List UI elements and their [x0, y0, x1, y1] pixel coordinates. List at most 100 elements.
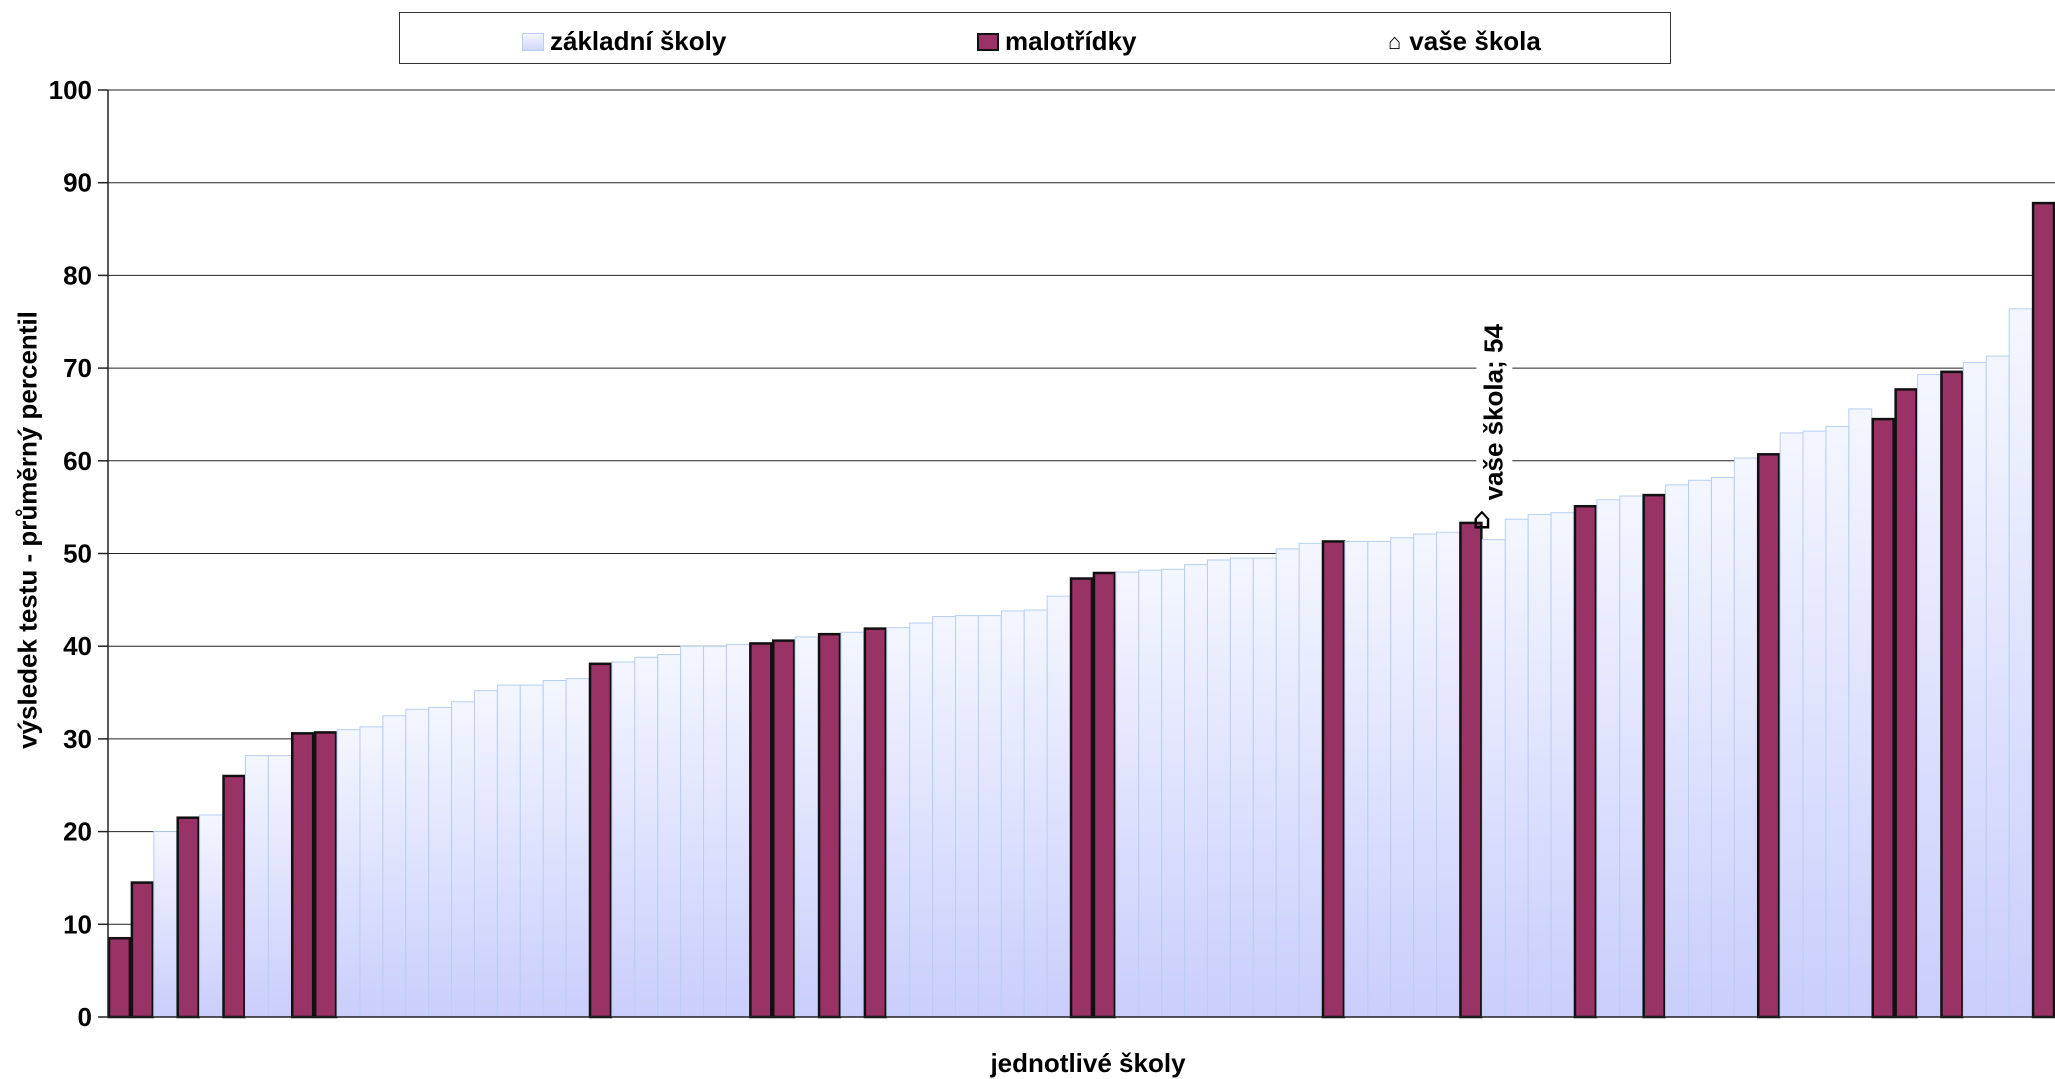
- bar-zakladni-skola: [565, 678, 590, 1018]
- bar-zakladni-skola: [1413, 533, 1438, 1018]
- y-tick-label: 70: [63, 353, 92, 383]
- bar-zakladni-skola: [199, 814, 224, 1018]
- bar-malotridka: [222, 774, 246, 1019]
- x-axis-label: jednotlivé školy: [990, 1048, 1186, 1078]
- bar-malotridka: [290, 732, 315, 1019]
- bar-zakladni-skola: [840, 631, 865, 1018]
- axes: 0 10 20 30 40 50 60 70 80 90 100: [49, 75, 2055, 1032]
- bar-zakladni-skola: [1481, 539, 1506, 1018]
- bar-zakladni-skola: [977, 615, 1002, 1018]
- bar-zakladni-skola: [657, 654, 682, 1018]
- bar-zakladni-skola: [428, 706, 453, 1018]
- y-tick-label: 40: [63, 631, 92, 661]
- bar-zakladni-skola: [244, 755, 269, 1018]
- bar-zakladni-skola: [909, 622, 934, 1018]
- bar-zakladni-skola: [473, 690, 498, 1018]
- y-tick-label: 90: [63, 168, 92, 198]
- bar-malotridka: [1871, 417, 1895, 1019]
- bar-zakladni-skola: [1619, 495, 1644, 1018]
- bar-zakladni-skola: [955, 615, 979, 1018]
- bar-zakladni-skola: [703, 645, 727, 1018]
- annotation-group: ⌂vaše škola; 54: [1472, 290, 1513, 536]
- bar-malotridka: [1894, 388, 1918, 1019]
- y-tick-label: 30: [63, 724, 92, 754]
- bar-zakladni-skola: [1023, 609, 1048, 1018]
- bar-zakladni-skola: [1344, 540, 1369, 1018]
- bar-malotridka: [313, 731, 338, 1019]
- bar-zakladni-skola: [1825, 426, 1850, 1018]
- bar-zakladni-skola: [794, 636, 819, 1018]
- legend-swatch-malotridky: [977, 32, 999, 51]
- bar-zakladni-skola: [886, 627, 911, 1018]
- bar-malotridka: [1642, 493, 1666, 1019]
- y-tick-label: 100: [49, 75, 92, 105]
- bar-zakladni-skola: [359, 726, 384, 1018]
- bar-zakladni-skola: [542, 679, 567, 1018]
- bar-zakladni-skola: [1527, 514, 1552, 1018]
- bar-malotridka: [1756, 453, 1781, 1019]
- bar-zakladni-skola: [153, 831, 178, 1018]
- bar-zakladni-skola: [1206, 559, 1231, 1018]
- bar-zakladni-skola: [1504, 518, 1529, 1018]
- bar-zakladni-skola: [1115, 571, 1140, 1018]
- bar-zakladni-skola: [519, 684, 544, 1018]
- bar-zakladni-skola: [1046, 595, 1071, 1018]
- bar-zakladni-skola: [1367, 540, 1392, 1018]
- bar-zakladni-skola: [1161, 568, 1186, 1018]
- bar-malotridka: [863, 627, 888, 1019]
- bar-zakladni-skola: [405, 708, 430, 1018]
- legend-label-zakladni-skoly: základní školy: [550, 26, 727, 56]
- bar-malotridka: [1069, 577, 1094, 1019]
- bar-malotridka: [588, 662, 613, 1019]
- bar-zakladni-skola: [1733, 457, 1758, 1018]
- y-tick-label: 60: [63, 446, 92, 476]
- bars-group: [107, 201, 2055, 1019]
- legend: základní školy malotřídky ⌂ vaše škola: [399, 12, 1671, 64]
- bar-zakladni-skola: [1917, 374, 1941, 1018]
- bar-zakladni-skola: [680, 645, 705, 1018]
- bar-zakladni-skola: [1596, 499, 1621, 1018]
- bar-zakladni-skola: [1779, 432, 1804, 1018]
- bar-zakladni-skola: [451, 701, 475, 1018]
- bar-malotridka: [107, 936, 132, 1019]
- bar-zakladni-skola: [1848, 408, 1873, 1018]
- bar-malotridka: [749, 642, 773, 1019]
- bar-zakladni-skola: [725, 643, 750, 1018]
- bar-zakladni-skola: [1985, 355, 2010, 1018]
- legend-item-vase-skola: ⌂ vaše škola: [1388, 26, 1541, 57]
- bar-zakladni-skola: [1298, 542, 1323, 1018]
- bar-malotridka: [817, 632, 842, 1019]
- bar-zakladni-skola: [611, 661, 636, 1018]
- house-icon: ⌂: [1472, 501, 1491, 536]
- bar-zakladni-skola: [1436, 531, 1460, 1018]
- bar-zakladni-skola: [1275, 548, 1300, 1018]
- legend-swatch-zakladni-skoly: [522, 32, 544, 51]
- legend-item-malotridky: malotřídky: [977, 26, 1137, 57]
- y-tick-label: 20: [63, 817, 92, 847]
- bar-malotridka: [1940, 370, 1964, 1019]
- bar-zakladni-skola: [1252, 557, 1277, 1018]
- bar-zakladni-skola: [1390, 537, 1415, 1018]
- bar-zakladni-skola: [1665, 484, 1690, 1018]
- annotation-label: vaše škola; 54: [1478, 324, 1508, 501]
- legend-label-malotridky: malotřídky: [1005, 26, 1137, 56]
- bar-zakladni-skola: [2008, 308, 2033, 1018]
- bar-zakladni-skola: [1802, 430, 1827, 1018]
- y-axis-label: výsledek testu - průměrný percentil: [12, 311, 43, 749]
- bar-malotridka: [1459, 521, 1483, 1019]
- y-tick-label: 80: [63, 260, 92, 290]
- house-icon: ⌂: [1388, 28, 1402, 54]
- bar-malotridka: [176, 816, 200, 1019]
- bar-zakladni-skola: [1184, 564, 1208, 1018]
- y-tick-label: 10: [63, 909, 92, 939]
- bar-zakladni-skola: [1962, 362, 1987, 1018]
- bar-zakladni-skola: [634, 656, 659, 1018]
- bar-malotridka: [2031, 201, 2055, 1019]
- bar-zakladni-skola: [1550, 512, 1575, 1018]
- bar-zakladni-skola: [1710, 476, 1735, 1018]
- bar-zakladni-skola: [496, 684, 521, 1018]
- bar-zakladni-skola: [336, 729, 361, 1018]
- y-tick-label: 50: [63, 539, 92, 569]
- y-tick-label: 0: [78, 1002, 92, 1032]
- annotation-background: [1476, 290, 1513, 503]
